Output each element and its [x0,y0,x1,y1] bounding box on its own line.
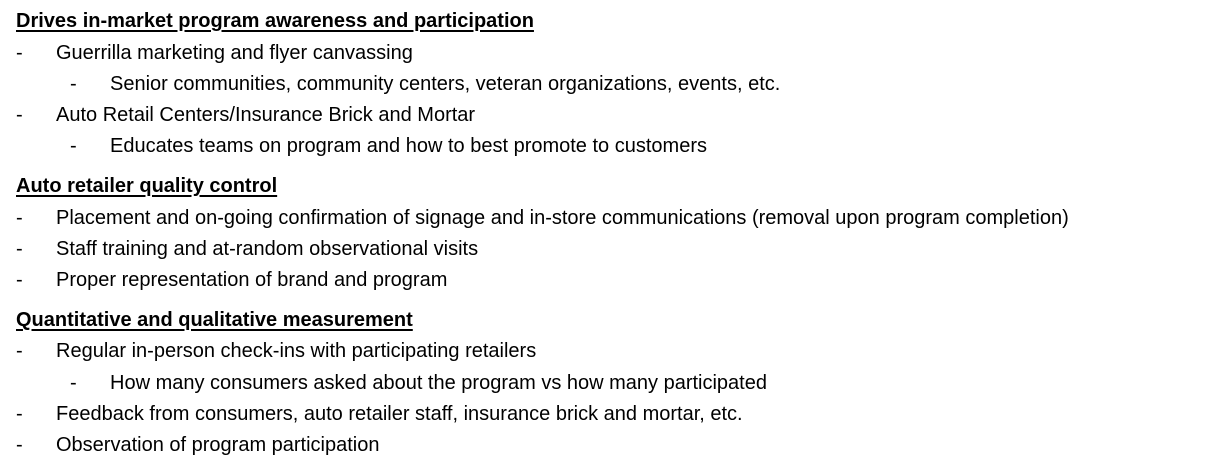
bullet-dash: - [16,434,23,456]
list-item-text: Staff training and at-random observation… [56,238,479,260]
sub-list-item-text: How many consumers asked about the progr… [110,372,767,394]
bullet-dash: - [16,269,23,291]
list-item-text: Feedback from consumers, auto retailer s… [56,403,743,425]
list-item-text: Observation of program participation [56,434,380,456]
list-item-text: Proper representation of brand and progr… [56,269,448,291]
bullet-dash: - [16,207,23,229]
bullet-dash: - [16,238,23,260]
bullet-dash: - [16,42,23,64]
sub-list-item-text: Educates teams on program and how to bes… [110,135,707,157]
section-heading-awareness: Drives in-market program awareness and p… [16,10,534,32]
list-item-text: Placement and on-going confirmation of s… [56,207,1069,229]
section-heading-quality-control: Auto retailer quality control [16,175,278,197]
bullet-dash: - [16,104,23,126]
bullet-dash: - [16,340,23,362]
list-item-text: Regular in-person check-ins with partici… [56,340,537,362]
bullet-dash: - [70,73,77,95]
list-item-text: Guerrilla marketing and flyer canvassing [56,42,413,64]
list-item-text: Auto Retail Centers/Insurance Brick and … [56,104,476,126]
bullet-dash: - [70,135,77,157]
section-heading-measurement: Quantitative and qualitative measurement [16,309,413,331]
sub-list-item-text: Senior communities, community centers, v… [110,73,781,95]
bullet-dash: - [70,372,77,394]
bullet-dash: - [16,403,23,425]
